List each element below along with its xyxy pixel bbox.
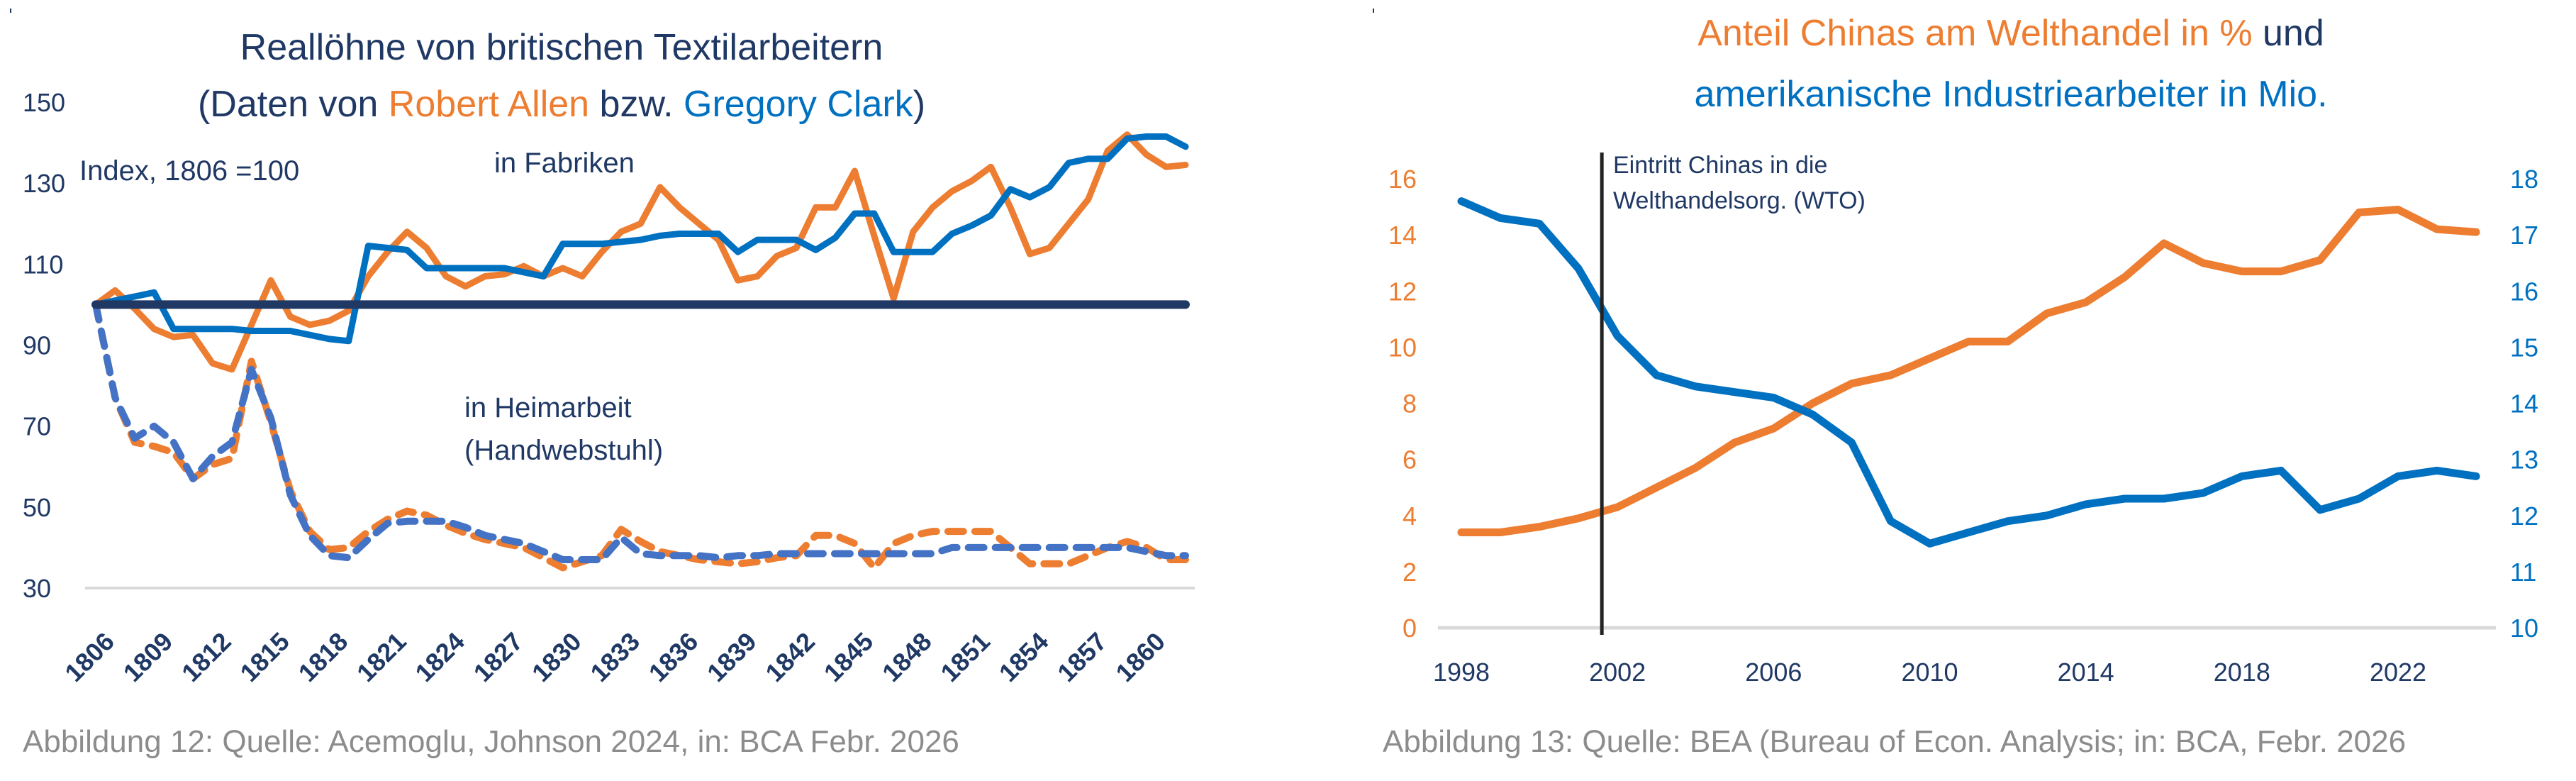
left-chart-title: Reallöhne von britischen Textilarbeitern	[240, 27, 883, 68]
left-chart: Reallöhne von britischen Textilarbeitern…	[23, 27, 1195, 759]
subtitle-part-3: Gregory Clark	[684, 84, 914, 125]
left-x-tick-label: 1836	[643, 626, 704, 687]
right-right-y-tick-label: 11	[2510, 558, 2536, 587]
left-y-axis: 30 50 70 90 110 130 150	[23, 88, 65, 603]
left-y-tick-label: 30	[23, 574, 51, 603]
right-left-y-tick-label: 12	[1388, 277, 1417, 306]
wto-label-line2: Welthandelsorg. (WTO)	[1613, 187, 1866, 214]
right-right-y-tick-label: 10	[2510, 614, 2538, 643]
left-x-tick-label: 1845	[818, 626, 879, 687]
left-x-tick-label: 1848	[876, 626, 937, 687]
right-left-y-tick-label: 2	[1403, 558, 1417, 587]
right-right-y-tick-label: 18	[2510, 165, 2538, 194]
right-x-tick-label: 2010	[1901, 658, 1958, 687]
left-y-tick-label: 110	[23, 250, 63, 279]
left-y-tick-label: 130	[23, 169, 65, 198]
right-left-y-tick-label: 4	[1403, 502, 1417, 531]
right-right-y-tick-label: 17	[2510, 221, 2538, 250]
left-chart-subtitle: (Daten von Robert Allen bzw. Gregory Cla…	[198, 84, 925, 125]
right-x-tick-label: 2006	[1745, 658, 1802, 687]
left-x-tick-label: 1860	[1110, 626, 1171, 687]
left-x-tick-label: 1839	[701, 626, 762, 687]
right-x-tick-label: 2022	[2370, 658, 2426, 687]
left-x-tick-label: 1830	[526, 626, 587, 687]
china-trade-share-line	[1457, 206, 2480, 536]
right-x-tick-label: 2018	[2214, 658, 2270, 687]
left-x-tick-label: 1809	[118, 626, 179, 687]
right-right-y-tick-label: 14	[2510, 389, 2538, 419]
left-y-tick-label: 90	[23, 331, 51, 360]
right-left-y-tick-label: 6	[1403, 445, 1417, 475]
title-part-china-share: Anteil Chinas am Welthandel in %	[1697, 13, 2252, 54]
right-series-group	[1457, 197, 2480, 548]
us-manufacturing-workers-line	[1457, 197, 2480, 548]
subtitle-part-4: )	[913, 84, 925, 125]
wto-label-line1: Eintritt Chinas in die	[1613, 152, 1827, 179]
right-chart-subtitle: amerikanische Industriearbeiter in Mio.	[1694, 74, 2327, 115]
left-x-tick-label: 1842	[759, 626, 820, 687]
left-y-tick-label: 150	[23, 88, 65, 117]
left-caption: Abbildung 12: Quelle: Acemoglu, Johnson …	[23, 724, 959, 759]
right-right-y-tick-label: 13	[2510, 445, 2538, 475]
left-x-tick-label: 1806	[59, 626, 120, 687]
left-y-tick-label: 70	[23, 412, 51, 441]
left-x-tick-label: 1818	[293, 626, 354, 687]
right-x-tick-label: 1998	[1433, 658, 1490, 687]
index-note: Index, 1806 =100	[79, 155, 299, 187]
left-x-axis: 1806180918121815181818211824182718301833…	[59, 626, 1171, 687]
right-right-y-tick-label: 16	[2510, 277, 2538, 306]
subtitle-part-0: (Daten von	[198, 84, 389, 125]
right-y-axis-right: 10 11 12 13 14 15 16 17 18	[2510, 165, 2538, 643]
left-x-tick-label: 1851	[935, 626, 996, 687]
right-caption: Abbildung 13: Quelle: BEA (Bureau of Eco…	[1383, 724, 2406, 759]
clark-home-line	[92, 301, 1189, 563]
right-chart: Anteil Chinas am Welthandel in % und ame…	[1383, 13, 2538, 759]
right-x-tick-label: 2002	[1589, 658, 1646, 687]
label-in-heimarbeit: in Heimarbeit	[464, 392, 632, 423]
left-x-tick-label: 1821	[351, 626, 412, 687]
right-x-axis: 1998 2002 2006 2010 2014 2018 2022	[1433, 658, 2426, 687]
left-series-group	[91, 131, 1190, 572]
left-x-tick-label: 1854	[993, 626, 1054, 687]
right-right-y-tick-label: 12	[2510, 502, 2538, 531]
left-x-tick-label: 1827	[468, 626, 529, 687]
left-x-tick-label: 1857	[1052, 626, 1113, 687]
left-y-tick-label: 50	[23, 493, 51, 522]
title-part-und: und	[2253, 13, 2324, 54]
right-right-y-tick-label: 15	[2510, 333, 2538, 362]
right-left-y-tick-label: 14	[1388, 221, 1417, 250]
right-left-y-tick-label: 8	[1403, 389, 1417, 419]
corner-mark	[10, 9, 11, 13]
left-x-tick-label: 1812	[176, 626, 237, 687]
left-x-tick-label: 1815	[234, 626, 295, 687]
clark-factory-line	[92, 133, 1189, 345]
label-in-fabriken: in Fabriken	[494, 148, 635, 179]
right-chart-title: Anteil Chinas am Welthandel in % und	[1697, 13, 2324, 54]
right-left-y-tick-label: 16	[1388, 165, 1417, 194]
subtitle-part-2: bzw.	[589, 84, 684, 125]
left-x-tick-label: 1833	[584, 626, 645, 687]
label-handwebstuhl: (Handwebstuhl)	[464, 435, 663, 466]
right-y-axis-left: 0 2 4 6 8 10 12 14 16	[1388, 165, 1417, 643]
right-left-y-tick-label: 0	[1403, 614, 1417, 643]
left-x-tick-label: 1824	[409, 626, 470, 687]
subtitle-part-1: Robert Allen	[389, 84, 589, 125]
right-left-y-tick-label: 10	[1388, 333, 1417, 362]
corner-mark	[1373, 9, 1374, 13]
right-x-tick-label: 2014	[2058, 658, 2114, 687]
